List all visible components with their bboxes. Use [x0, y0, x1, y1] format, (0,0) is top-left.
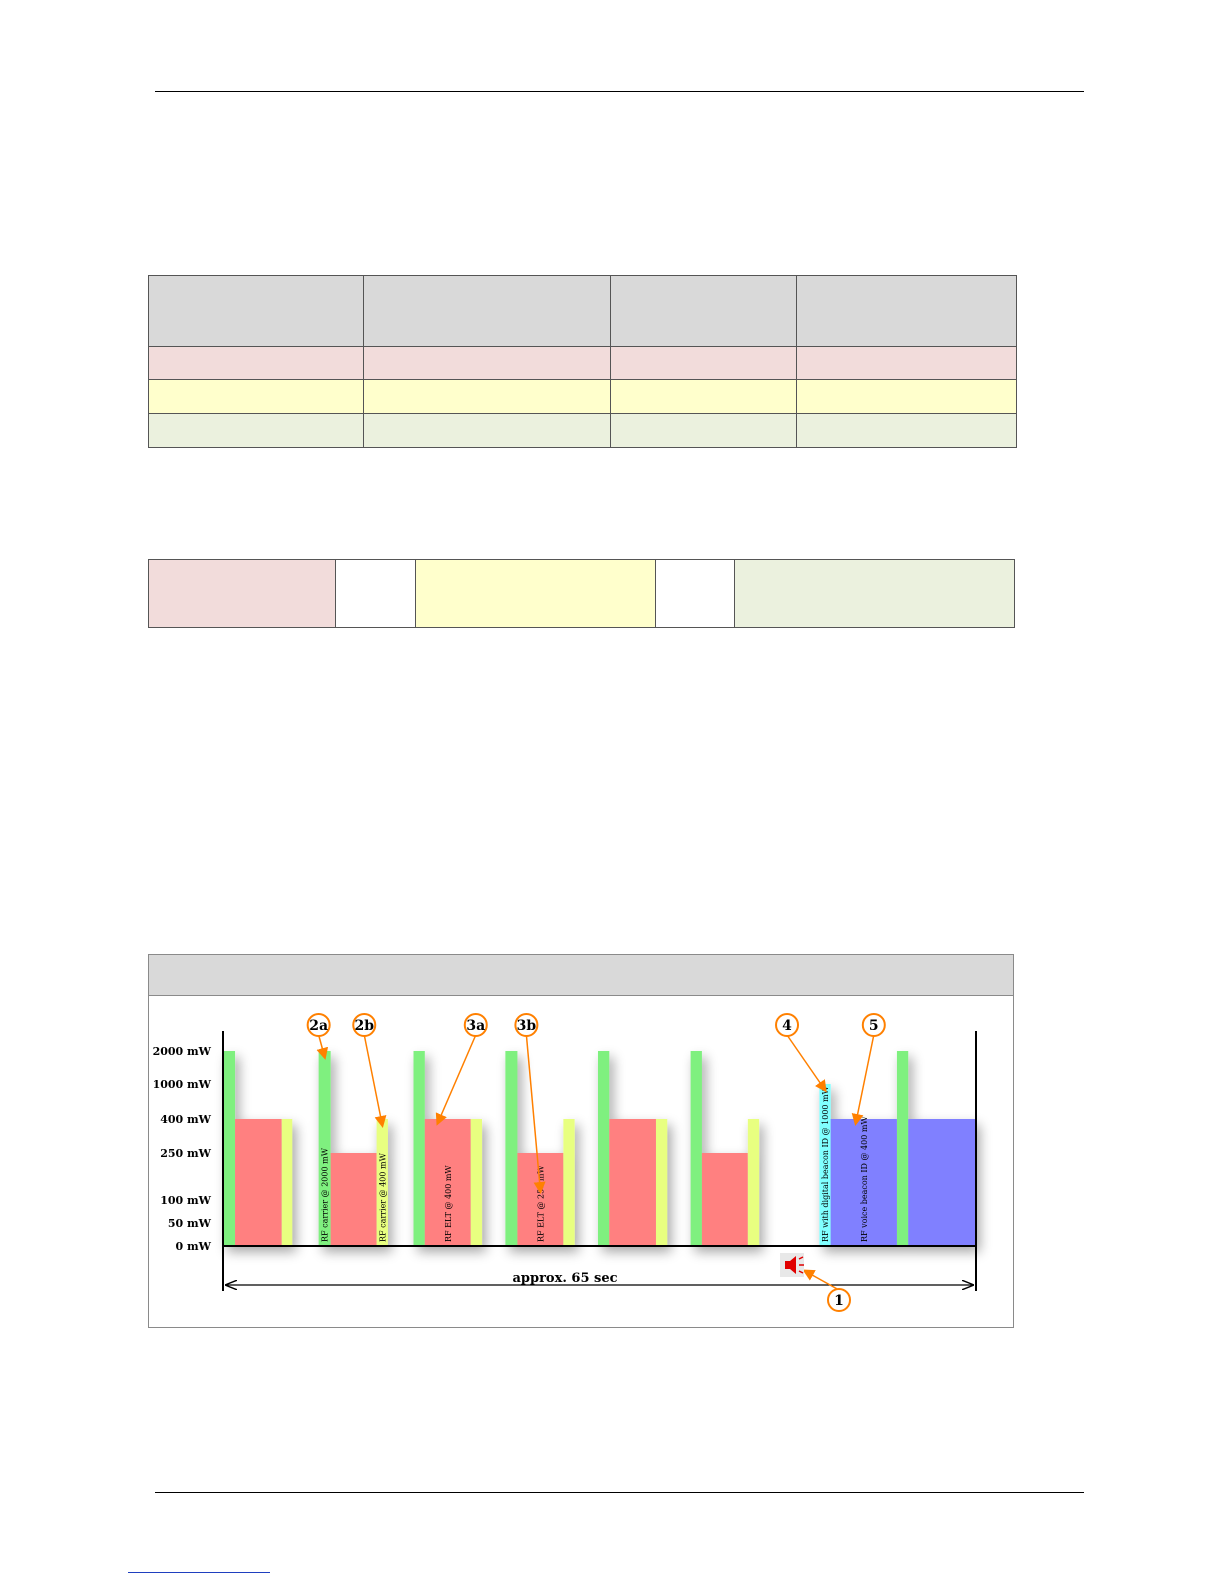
- table-cell: [148, 559, 336, 628]
- callout-label: 5: [869, 1018, 879, 1034]
- table-cell: [148, 379, 364, 414]
- y-tick-label: 250 mW: [160, 1147, 211, 1160]
- bar-label: RF ELT @ 400 mW: [444, 1165, 453, 1242]
- speaker-icon: [780, 1253, 804, 1277]
- bar-elt: [235, 1119, 282, 1246]
- table-cell: [796, 346, 1017, 380]
- callout-label: 3a: [466, 1018, 485, 1034]
- table-cell: [610, 275, 797, 347]
- bar-elt: [609, 1119, 656, 1246]
- bar-carrier_low: [281, 1119, 293, 1246]
- y-tick-label: 0 mW: [176, 1240, 212, 1253]
- bar-carrier: [318, 1051, 331, 1246]
- header-rule: [155, 91, 1084, 92]
- bar-carrier_low: [747, 1119, 760, 1246]
- bar-elt: [330, 1153, 377, 1246]
- table-cell: [655, 559, 735, 628]
- callout-label: 2b: [354, 1018, 374, 1034]
- table-cell: [796, 379, 1017, 414]
- bar-carrier: [690, 1051, 702, 1246]
- bar-carrier_low: [470, 1119, 483, 1246]
- bar-carrier: [896, 1051, 909, 1246]
- callout-arrow: [316, 1034, 329, 1060]
- footer-rule: [155, 1492, 1084, 1493]
- status-table: [148, 275, 1017, 448]
- y-tick-label: 400 mW: [160, 1113, 211, 1126]
- callout-circle: [463, 1013, 488, 1037]
- callout-label: 3b: [517, 1018, 537, 1034]
- transmission-sequence-figure: 2000 mW 1000 mW 400 mW 250 mW 100 mW 50 mW 0 m…: [148, 954, 1014, 1328]
- y-tick-label: 100 mW: [160, 1194, 211, 1207]
- callout-arrow: [435, 1034, 477, 1126]
- callout-circle: [514, 1013, 539, 1037]
- callout-circle: [827, 1288, 851, 1312]
- callout-label: 2a: [309, 1018, 328, 1034]
- callout-label: 4: [782, 1018, 792, 1034]
- bar-carrier_low: [563, 1119, 575, 1246]
- bar-label: RF carrier @ 400 mW: [378, 1152, 387, 1242]
- footnote-separator: [128, 1572, 270, 1573]
- bar-label: RF voice beacon ID @ 400 mW: [860, 1116, 869, 1242]
- table-cell: [363, 413, 611, 448]
- bar-label: RF carrier @ 2000 mW: [321, 1147, 330, 1242]
- callout-circle: [775, 1013, 800, 1037]
- table-cell: [796, 275, 1017, 347]
- status-table-header-row: [148, 275, 1017, 347]
- bar-voice: [908, 1119, 976, 1246]
- bar-elt: [517, 1153, 564, 1246]
- y-tick-label: 50 mW: [168, 1217, 212, 1230]
- status-table-row: [148, 413, 1017, 448]
- status-table-row: [148, 379, 1017, 414]
- table-cell: [734, 559, 1015, 628]
- bar-label: RF with digital beacon ID @ 1000 mW: [821, 1085, 830, 1242]
- callout-circle: [352, 1013, 377, 1037]
- bar-label: RF ELT @ 250 mW: [536, 1165, 545, 1242]
- callout-arrow: [802, 1269, 840, 1291]
- bar-carrier: [505, 1051, 518, 1246]
- y-tick-label: 2000 mW: [153, 1045, 212, 1058]
- bar-carrier: [413, 1051, 425, 1246]
- table-cell: [610, 379, 797, 414]
- bar-carrier: [223, 1051, 236, 1246]
- table-cell: [415, 559, 656, 628]
- bar-voice: [830, 1119, 897, 1246]
- table-cell: [148, 275, 364, 347]
- bar-elt: [424, 1119, 471, 1246]
- table-cell: [148, 413, 364, 448]
- callout-circle: [306, 1013, 331, 1037]
- bar-carrier: [597, 1051, 610, 1246]
- figure-caption-bar: [149, 955, 1013, 996]
- callout-arrow: [786, 1034, 827, 1093]
- bar-elt: [701, 1153, 748, 1246]
- callout-arrow: [525, 1034, 546, 1194]
- table-cell: [363, 275, 611, 347]
- table-cell: [610, 346, 797, 380]
- callout-arrow: [851, 1034, 875, 1126]
- callout-circle: [861, 1013, 886, 1037]
- table-cell: [148, 346, 364, 380]
- table-cell: [335, 559, 416, 628]
- table-cell: [610, 413, 797, 448]
- sequence-table-row: [148, 559, 1015, 628]
- callout-label: 1: [834, 1293, 844, 1309]
- table-cell: [796, 413, 1017, 448]
- y-tick-label: 1000 mW: [153, 1078, 212, 1091]
- table-cell: [363, 346, 611, 380]
- status-table-row: [148, 346, 1017, 380]
- bar-carrier_low: [655, 1119, 668, 1246]
- callout-arrow: [363, 1034, 387, 1128]
- bar-digital: [819, 1084, 831, 1246]
- bar-carrier_low: [376, 1119, 388, 1246]
- table-cell: [363, 379, 611, 414]
- transmission-chart: 2000 mW 1000 mW 400 mW 250 mW 100 mW 50 mW 0 m…: [153, 1013, 977, 1312]
- duration-label: approx. 65 sec: [512, 1271, 617, 1286]
- sequence-table: [148, 559, 1015, 628]
